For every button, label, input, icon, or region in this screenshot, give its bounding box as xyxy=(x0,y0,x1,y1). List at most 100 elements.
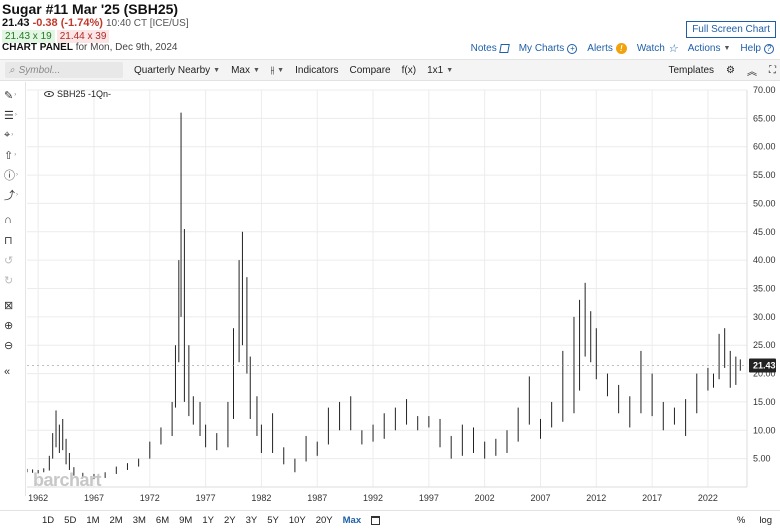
percent-toggle[interactable]: % xyxy=(736,515,746,526)
period-6m[interactable]: 6M xyxy=(155,515,170,526)
x-tick-label: 1962 xyxy=(28,493,48,503)
star-icon: ☆ xyxy=(667,43,678,55)
calendar-icon[interactable] xyxy=(371,516,381,525)
symbol-search-input[interactable]: ⌕ Symbol... xyxy=(5,62,123,78)
arrow-up-icon[interactable]: ⇧ › xyxy=(4,149,17,162)
bid-badge: 21.43 x 19 xyxy=(2,30,55,43)
period-1m[interactable]: 1M xyxy=(86,515,100,526)
scale-options: % log xyxy=(737,515,772,526)
lines-icon[interactable]: ☰ › xyxy=(4,109,17,122)
price-chart[interactable]: 5.00 10.00 15.00 20.00 25.00 30.00 35.00 40.00 4… xyxy=(26,82,780,514)
period-10y[interactable]: 10Y xyxy=(288,515,306,526)
aggregation-dropdown[interactable]: Quarterly Nearby ▼ xyxy=(134,65,220,76)
full-screen-button[interactable]: Full Screen Chart xyxy=(686,21,776,38)
chart-toolbar: ⌕ Symbol... Quarterly Nearby ▼ Max ▼ ⫲ ▼ In… xyxy=(0,59,780,81)
chart-type-dropdown[interactable]: ⫲ ▼ xyxy=(271,65,284,76)
period-2m[interactable]: 2M xyxy=(109,515,123,526)
panel-date: for Mon, Dec 9th, 2024 xyxy=(75,42,178,53)
y-tick-label: 25.00 xyxy=(753,340,776,350)
x-tick-label: 1997 xyxy=(419,493,439,503)
chevron-down-icon: ▼ xyxy=(252,66,260,74)
chevron-down-icon: ▼ xyxy=(723,45,731,52)
price-change: -0.38 (-1.74%) xyxy=(32,17,103,29)
period-1d[interactable]: 1D xyxy=(42,515,55,526)
watch-label: Watch xyxy=(636,43,665,54)
log-toggle[interactable]: log xyxy=(759,515,772,526)
layout-dropdown[interactable]: 1x1 ▼ xyxy=(427,65,453,76)
series-legend[interactable]: SBH25 -1Qn- xyxy=(44,89,111,99)
my-charts-label: My Charts xyxy=(518,43,565,54)
collapse-icon[interactable]: « xyxy=(4,366,11,378)
period-20y[interactable]: 20Y xyxy=(315,515,333,526)
info-icon[interactable]: ⓘ › xyxy=(4,170,18,182)
action-links: Notes My Charts + Alerts! Watch ☆ Actions ▼… xyxy=(471,42,774,55)
ohlc-bars-icon: ⫲ xyxy=(270,64,275,76)
alert-icon: ! xyxy=(615,43,627,54)
drawing-tools-sidebar: ✎ › ☰ › ⌖ › ⇧ › ⓘ › ⤴ › ∩ ⊓ ↺ ↻ ⊠ ⊕ ⊖ « xyxy=(0,82,26,496)
path-icon[interactable]: ⤴ › xyxy=(4,190,18,202)
chevrons-up-icon[interactable]: ︽ xyxy=(747,67,757,78)
y-tick-label: 55.00 xyxy=(753,170,776,180)
series-label: SBH25 -1Qn- xyxy=(57,89,112,99)
gear-icon[interactable]: ⚙ xyxy=(726,65,735,76)
layout-label: 1x1 xyxy=(427,64,444,76)
aggregation-label: Quarterly Nearby xyxy=(134,64,211,76)
chart-svg[interactable]: 5.00 10.00 15.00 20.00 25.00 30.00 35.00 40.00 4… xyxy=(26,82,780,514)
actions-menu[interactable]: Actions ▼ xyxy=(688,43,731,54)
plus-circle-icon: + xyxy=(567,43,578,54)
chart-panel-label: CHART PANEL for Mon, Dec 9th, 2024 xyxy=(2,42,177,53)
x-tick-label: 1977 xyxy=(196,493,216,503)
alerts-link[interactable]: Alerts! xyxy=(587,43,627,54)
chevron-down-icon: ▼ xyxy=(213,66,221,74)
period-max[interactable]: Max xyxy=(342,515,362,526)
undo-icon[interactable]: ↺ xyxy=(4,254,14,267)
redo-icon[interactable]: ↻ xyxy=(4,274,14,287)
period-9m[interactable]: 9M xyxy=(179,515,193,526)
trash-icon[interactable]: ⊠ xyxy=(4,299,14,312)
help-label: Help xyxy=(740,43,761,54)
period-list: 1D 5D 1M 2M 3M 6M 9M 1Y 2Y 3Y 5Y 10Y 20Y Max xyxy=(0,515,361,526)
chevron-down-icon: ▼ xyxy=(446,66,454,74)
my-charts-link[interactable]: My Charts + xyxy=(519,43,578,54)
x-tick-label: 2012 xyxy=(586,493,606,503)
y-tick-label: 5.00 xyxy=(753,454,771,464)
period-1y[interactable]: 1Y xyxy=(202,515,214,526)
function-button[interactable]: f(x) xyxy=(401,64,417,76)
templates-button[interactable]: Templates xyxy=(668,65,715,76)
y-tick-label: 35.00 xyxy=(753,284,776,294)
y-tick-label: 15.00 xyxy=(753,397,776,407)
zoom-out-icon[interactable]: ⊖ xyxy=(4,339,14,352)
zoom-in-icon[interactable]: ⊕ xyxy=(4,319,14,332)
ask-badge: 21.44 x 39 xyxy=(56,30,110,43)
panel-label: CHART PANEL xyxy=(2,42,73,53)
y-tick-label: 60.00 xyxy=(753,142,776,152)
compare-button[interactable]: Compare xyxy=(349,64,391,76)
x-tick-label: 2022 xyxy=(698,493,718,503)
y-tick-label: 65.00 xyxy=(753,113,776,123)
period-3m[interactable]: 3M xyxy=(132,515,146,526)
magnet-icon[interactable]: ∩ xyxy=(4,214,12,226)
toolbar-right: Templates ⚙ ︽ ⛶ xyxy=(668,63,776,78)
crosshair-icon[interactable]: ⌖ › xyxy=(4,128,14,141)
watch-link[interactable]: Watch ☆ xyxy=(637,42,678,55)
pencil-icon[interactable]: ✎ › xyxy=(4,89,17,102)
help-icon: ? xyxy=(764,43,774,54)
range-dropdown[interactable]: Max ▼ xyxy=(231,65,260,76)
period-2y[interactable]: 2Y xyxy=(223,515,236,526)
y-tick-label: 45.00 xyxy=(753,227,776,237)
indicators-button[interactable]: Indicators xyxy=(295,64,339,76)
lock-icon[interactable]: ⊓ xyxy=(4,234,13,247)
x-tick-label: 2007 xyxy=(530,493,550,503)
eye-icon[interactable] xyxy=(44,91,54,97)
y-tick-label: 40.00 xyxy=(753,255,776,265)
expand-icon[interactable]: ⛶ xyxy=(769,65,776,76)
quote-line: 21.43 -0.38 (-1.74%) 10:40 CT [ICE/US] xyxy=(2,17,189,29)
notes-link[interactable]: Notes xyxy=(471,43,510,54)
period-3y[interactable]: 3Y xyxy=(245,515,258,526)
help-link[interactable]: Help? xyxy=(740,43,774,54)
page-title: Sugar #11 Mar '25 (SBH25) xyxy=(2,1,179,17)
y-tick-label: 50.00 xyxy=(753,198,776,208)
search-icon: ⌕ xyxy=(9,64,15,76)
period-5y[interactable]: 5Y xyxy=(267,515,279,526)
period-5d[interactable]: 5D xyxy=(64,515,77,526)
